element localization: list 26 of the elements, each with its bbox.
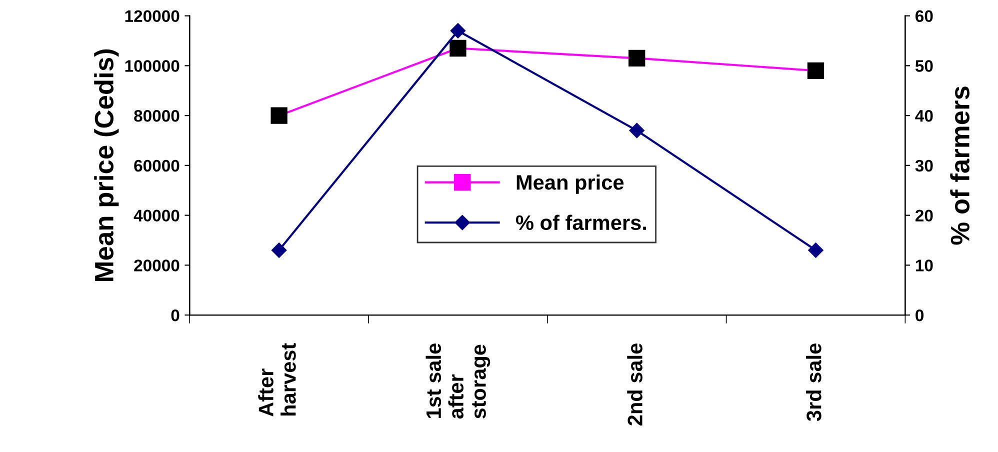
point	[271, 242, 287, 258]
y2-tick-label: 50	[915, 60, 933, 72]
point	[450, 23, 466, 38]
y-tick-label: 0	[171, 309, 180, 322]
y-axis-title: Mean price (Cedis)	[94, 49, 119, 281]
y-tick-label: 80000	[134, 110, 180, 122]
y-tick-label: 60000	[134, 160, 180, 172]
x-tick-label: After harvest	[258, 343, 296, 416]
y-tick-label: 120000	[125, 10, 180, 22]
point	[808, 242, 824, 258]
y2-tick-label: 40	[915, 110, 933, 122]
x-tick-label: 3rd sale	[806, 344, 822, 422]
y-tick-label: 40000	[134, 210, 180, 222]
y2-tick-label: 10	[916, 260, 933, 272]
y2-axis-title: % of farmers	[950, 86, 970, 245]
point	[629, 122, 644, 138]
y2-tick-label: 60	[916, 10, 933, 22]
y2-tick-label: 0	[916, 309, 924, 322]
y2-tick-label: 30	[915, 160, 933, 172]
legend-label: Mean price	[516, 174, 624, 194]
x-tick-label: 2nd sale	[627, 344, 642, 426]
y2-tick-label: 20	[915, 210, 933, 222]
legend-label: % of farmers.	[516, 214, 646, 230]
y-tick-label: 20000	[134, 260, 180, 272]
y-tick-label: 100000	[125, 60, 180, 72]
x-tick-label: 1st sale after storage	[426, 344, 490, 419]
